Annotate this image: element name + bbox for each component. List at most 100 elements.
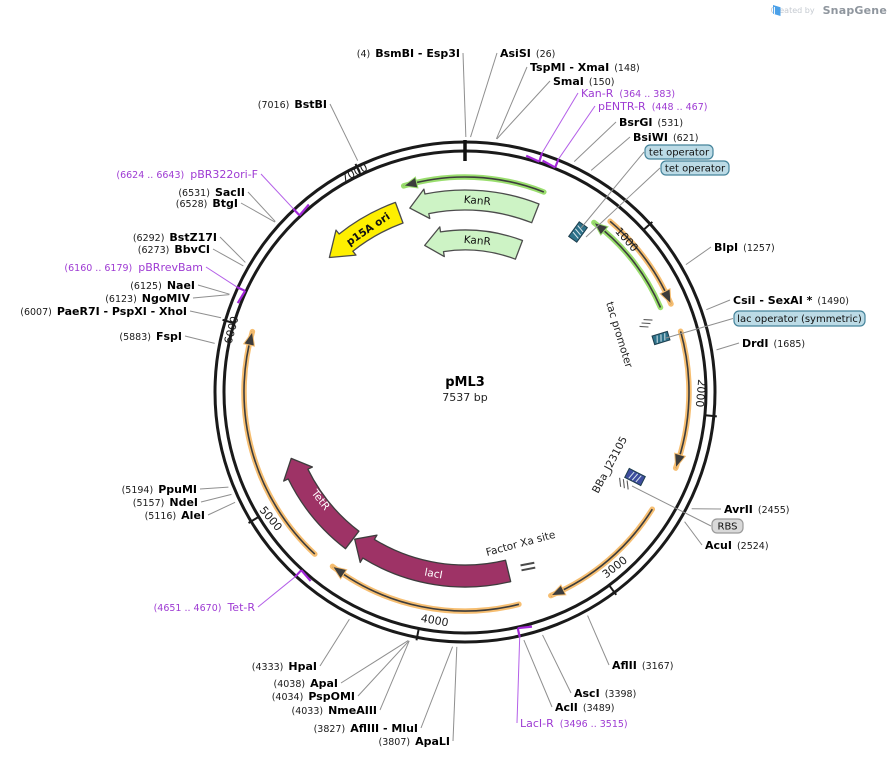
enzyme-label-alei[interactable]: (5116) AleI xyxy=(145,509,205,522)
enzyme-label-naei[interactable]: (6125) NaeI xyxy=(130,279,195,292)
bba-j23105-promoter-glyph-stripe xyxy=(628,471,635,479)
feature-box-tet-operator-0[interactable]: tet operator xyxy=(644,144,714,160)
leader-paer7i-pspxi-xhoi xyxy=(189,310,222,319)
enzyme-label-apai[interactable]: (4038) ApaI xyxy=(274,677,339,690)
leader-drdi xyxy=(716,342,740,351)
leader-naei xyxy=(197,284,230,295)
green-direction-arc-arrowhead xyxy=(592,221,609,236)
primer-label-tet-r[interactable]: (4651 .. 4670) Tet-R xyxy=(154,601,256,614)
feature-arrow-tetr-3[interactable] xyxy=(283,457,360,550)
primer-label-pbrrevbam[interactable]: (6160 .. 6179) pBRrevBam xyxy=(64,261,203,274)
orange-direction-arc-arrowhead xyxy=(242,330,255,347)
leader-asci xyxy=(542,634,572,694)
tick-1000 xyxy=(642,221,653,232)
enzyme-label-bbvci[interactable]: (6273) BbvCI xyxy=(138,243,210,256)
feature-box-rbs-3[interactable]: RBS xyxy=(711,518,744,534)
rbs-hatch-glyph-dash xyxy=(622,479,625,489)
enzyme-label-btgi[interactable]: (6528) BtgI xyxy=(176,197,238,210)
orange-direction-arc-core xyxy=(332,565,520,612)
tet-operator-glyph-stripe xyxy=(572,231,579,239)
leader-tet-operator-1 xyxy=(585,167,661,238)
tac-promoter-hatch-glyph-dash xyxy=(643,318,653,321)
snapgene-watermark: Created by SnapGene xyxy=(771,4,887,17)
leader-acui xyxy=(684,521,703,546)
enzyme-label-blpi[interactable]: BlpI (1257) xyxy=(714,241,775,254)
enzyme-label-csii-sexai[interactable]: CsiI - SexAI * (1490) xyxy=(733,294,849,307)
tet-operator-glyph-stripe xyxy=(574,228,582,236)
tac-promoter-hatch-glyph-dash xyxy=(639,325,649,328)
enzyme-label-smai[interactable]: SmaI (150) xyxy=(553,75,614,88)
enzyme-label-bstz17i[interactable]: (6292) BstZ17I xyxy=(133,231,217,244)
enzyme-label-bsrgi[interactable]: BsrGI (531) xyxy=(619,116,683,129)
enzyme-label-paer7i-pspxi-xhoi[interactable]: (6007) PaeR7I - PspXI - XhoI xyxy=(20,305,187,318)
tac-promoter-hatch-glyph[interactable] xyxy=(639,316,653,330)
primer-label-pentr-r[interactable]: pENTR-R (448 .. 467) xyxy=(598,100,707,113)
primer-label-laci-r[interactable]: LacI-R (3496 .. 3515) xyxy=(520,717,628,730)
bba-j23105-promoter-glyph[interactable] xyxy=(624,467,646,487)
primer-site-pbr322ori-f[interactable] xyxy=(292,208,301,217)
feature-box-lac-operator-symmetric-2[interactable]: lac operator (symmetric) xyxy=(733,310,866,327)
primer-label-pbr322ori-f[interactable]: (6624 .. 6643) pBR322ori-F xyxy=(116,168,258,181)
enzyme-label-bstbi[interactable]: (7016) BstBI xyxy=(258,98,327,111)
leader-nmeaiii xyxy=(379,640,410,711)
enzyme-label-drdi[interactable]: DrdI (1685) xyxy=(742,337,805,350)
enzyme-label-sacii[interactable]: (6531) SacII xyxy=(178,186,245,199)
factor-xa-site-glyph[interactable] xyxy=(520,561,536,572)
primer-site-kan-r[interactable] xyxy=(538,152,544,163)
primer-site-tet-r[interactable] xyxy=(294,569,303,578)
feature-arrow-laci-4[interactable] xyxy=(354,534,512,588)
primer-site-pbrrevbam[interactable] xyxy=(236,286,246,292)
lac-operator-glyph[interactable] xyxy=(651,330,671,346)
tick-7000 xyxy=(354,163,363,177)
primer-leader-kan-r xyxy=(541,92,579,154)
leader-pspomi xyxy=(357,640,410,697)
enzyme-label-aflii[interactable]: AflII (3167) xyxy=(612,659,673,672)
enzyme-label-asisi[interactable]: AsiSI (26) xyxy=(500,47,555,60)
leader-sacii xyxy=(247,191,276,222)
lac-operator-glyph-stripe xyxy=(656,335,658,343)
leader-alei xyxy=(207,501,236,516)
enzyme-label-nmeaiii[interactable]: (4033) NmeAIII xyxy=(291,704,377,717)
leader-bstbi xyxy=(329,103,359,161)
feature-box-bg xyxy=(711,518,744,534)
feature-arrow-kanr-1[interactable] xyxy=(424,226,524,260)
enzyme-label-asci[interactable]: AscI (3398) xyxy=(574,687,636,700)
enzyme-label-ndei[interactable]: (5157) NdeI xyxy=(133,496,198,509)
tick-6000 xyxy=(222,318,236,325)
rbs-hatch-glyph[interactable] xyxy=(617,477,631,490)
enzyme-label-bsmbi-esp3i[interactable]: (4) BsmBI - Esp3I xyxy=(357,47,460,60)
tick-3000 xyxy=(607,583,618,596)
enzyme-label-pspomi[interactable]: (4034) PspOMI xyxy=(272,690,355,703)
enzyme-label-tspmi-xmai[interactable]: TspMI - XmaI (148) xyxy=(530,61,640,74)
leader-tspmi-xmai xyxy=(495,66,528,140)
enzyme-label-apali[interactable]: (3807) ApaLI xyxy=(378,735,450,748)
leader-tet-operator-0 xyxy=(580,151,645,229)
watermark-brand: SnapGene xyxy=(822,4,887,17)
enzyme-label-acui[interactable]: AcuI (2524) xyxy=(705,539,769,552)
enzyme-label-bsiwi[interactable]: BsiWI (621) xyxy=(633,131,698,144)
feature-arrow-p15a-ori-2[interactable] xyxy=(328,201,404,259)
tick-4000 xyxy=(415,627,420,641)
primer-site-pentr-r[interactable] xyxy=(554,158,560,168)
enzyme-label-avrii[interactable]: AvrII (2455) xyxy=(724,503,790,516)
feature-box-tet-operator-1[interactable]: tet operator xyxy=(660,160,730,176)
primer-leader-tet-r xyxy=(257,576,296,608)
feature-label-kanr-0[interactable]: KanR xyxy=(463,194,491,208)
primer-arrow-pentr-r xyxy=(542,159,556,169)
leader-blpi xyxy=(685,246,712,266)
primer-site-laci-r[interactable] xyxy=(516,627,521,638)
leader-btgi xyxy=(240,202,276,223)
enzyme-label-afliii-mlui[interactable]: (3827) AflIII - MluI xyxy=(314,722,418,735)
enzyme-label-hpai[interactable]: (4333) HpaI xyxy=(252,660,317,673)
feature-arrow-kanr-0[interactable] xyxy=(409,188,540,224)
primer-label-kan-r[interactable]: Kan-R (364 .. 383) xyxy=(581,87,675,100)
enzyme-label-ppumi[interactable]: (5194) PpuMI xyxy=(122,483,197,496)
enzyme-label-fspi[interactable]: (5883) FspI xyxy=(119,330,182,343)
plasmid-size: 7537 bp xyxy=(442,391,487,404)
primer-arrow-tet-r xyxy=(300,569,312,582)
enzyme-label-acli[interactable]: AclI (3489) xyxy=(555,701,615,714)
leader-ppumi xyxy=(199,486,229,490)
feature-label-kanr-1[interactable]: KanR xyxy=(463,234,491,248)
enzyme-label-ngomiv[interactable]: (6123) NgoMIV xyxy=(105,292,190,305)
feature-label-laci-4[interactable]: lacI xyxy=(424,567,444,582)
